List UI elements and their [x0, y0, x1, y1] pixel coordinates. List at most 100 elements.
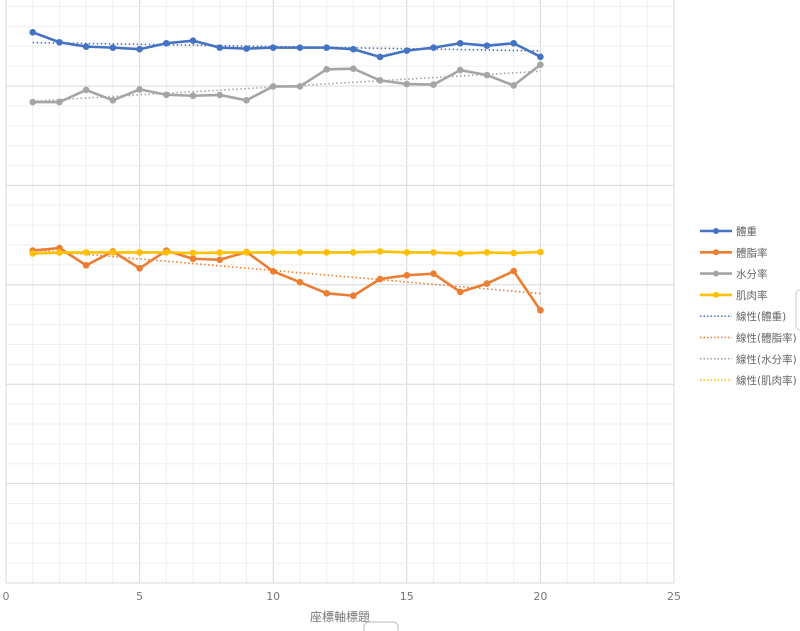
data-point [323, 290, 330, 297]
data-point [537, 53, 544, 61]
x-tick-label: 20 [533, 590, 547, 603]
data-point [510, 267, 517, 275]
data-point [136, 264, 143, 272]
trendline [32, 248, 541, 295]
data-point [82, 43, 90, 50]
data-point [376, 53, 384, 61]
data-point [216, 44, 224, 51]
data-point [403, 271, 411, 279]
data-point [456, 250, 464, 257]
data-point [323, 66, 330, 73]
data-point [216, 256, 224, 264]
legend-item[interactable]: 線性(體脂率) [700, 332, 797, 345]
legend-label: 體重 [736, 225, 757, 238]
trendlines [32, 41, 541, 295]
data-point [430, 44, 437, 51]
chart-handle-bottom[interactable] [363, 621, 399, 631]
legend-item[interactable]: 體重 [700, 225, 757, 238]
legend-item[interactable]: 肌肉率 [700, 289, 768, 302]
data-point [403, 80, 411, 88]
x-tick-label: 0 [3, 590, 10, 603]
data-point [163, 249, 170, 256]
legend-label: 線性(體脂率) [736, 332, 797, 345]
data-point [323, 249, 330, 256]
legend-label: 水分率 [736, 268, 768, 281]
data-point [136, 249, 143, 256]
x-axis-title[interactable]: 座標軸標題 [310, 609, 370, 624]
legend-marker-icon [713, 270, 719, 277]
x-tick-label: 5 [136, 590, 143, 603]
data-point [296, 83, 304, 90]
data-point [189, 37, 197, 44]
data-point [189, 92, 197, 100]
data-point [350, 45, 357, 53]
data-point [269, 249, 277, 256]
legend-item[interactable]: 線性(體重) [700, 310, 786, 323]
data-point [82, 262, 90, 269]
data-point [483, 280, 491, 287]
data-point [456, 66, 464, 74]
legend-item[interactable]: 體脂率 [700, 246, 768, 259]
data-point [483, 71, 491, 79]
data-point [350, 65, 357, 73]
legend-item[interactable]: 線性(水分率) [700, 353, 797, 366]
legend-item[interactable]: 水分率 [700, 268, 768, 281]
legend-marker-icon [713, 249, 719, 256]
data-point [430, 270, 437, 277]
data-point [456, 39, 464, 47]
data-point [243, 97, 250, 104]
data-point [350, 292, 357, 300]
legend-item[interactable]: 線性(肌肉率) [700, 374, 797, 387]
data-point [510, 82, 517, 89]
data-point [483, 249, 491, 256]
data-point [243, 249, 250, 256]
data-point [296, 44, 304, 51]
data-point [136, 45, 143, 53]
data-point [82, 249, 90, 256]
series-水分率 [29, 61, 544, 106]
trendline [32, 41, 541, 52]
x-tick-label: 25 [667, 590, 681, 603]
data-point [29, 250, 37, 257]
trendline [32, 70, 541, 102]
data-point [456, 288, 464, 296]
data-point [56, 244, 63, 252]
data-point [403, 47, 411, 54]
data-point [269, 83, 277, 90]
series-line [32, 246, 542, 311]
data-point [109, 249, 117, 256]
legend-label: 線性(水分率) [736, 353, 797, 366]
data-point [56, 38, 63, 46]
data-point [29, 98, 37, 106]
legend-label: 體脂率 [736, 246, 768, 259]
x-axis-ticks: 0 5 10 15 20 25 [3, 590, 682, 603]
data-point [82, 86, 90, 94]
series-line [32, 63, 542, 104]
data-point [216, 91, 224, 99]
chart-handle-right[interactable] [795, 289, 800, 331]
series-肌肉率 [29, 248, 544, 257]
data-point [243, 45, 250, 52]
data-point [189, 255, 197, 263]
gridlines [5, 0, 675, 584]
data-point [403, 249, 411, 256]
data-point [537, 61, 544, 69]
series-lines [29, 29, 544, 314]
data-point [216, 249, 224, 256]
legend-label: 線性(肌肉率) [736, 374, 797, 387]
data-point [189, 249, 197, 257]
x-tick-label: 15 [400, 590, 414, 603]
data-point [376, 77, 384, 84]
data-point [109, 44, 117, 51]
data-point [296, 249, 304, 256]
legend-label: 肌肉率 [736, 289, 768, 302]
data-point [29, 29, 37, 36]
data-point [510, 39, 517, 47]
series-體脂率 [29, 244, 544, 314]
data-point [483, 42, 491, 49]
data-point [537, 306, 544, 314]
legend-marker-icon [713, 228, 719, 234]
data-point [376, 275, 384, 283]
data-point [109, 97, 117, 104]
data-point [163, 39, 170, 47]
